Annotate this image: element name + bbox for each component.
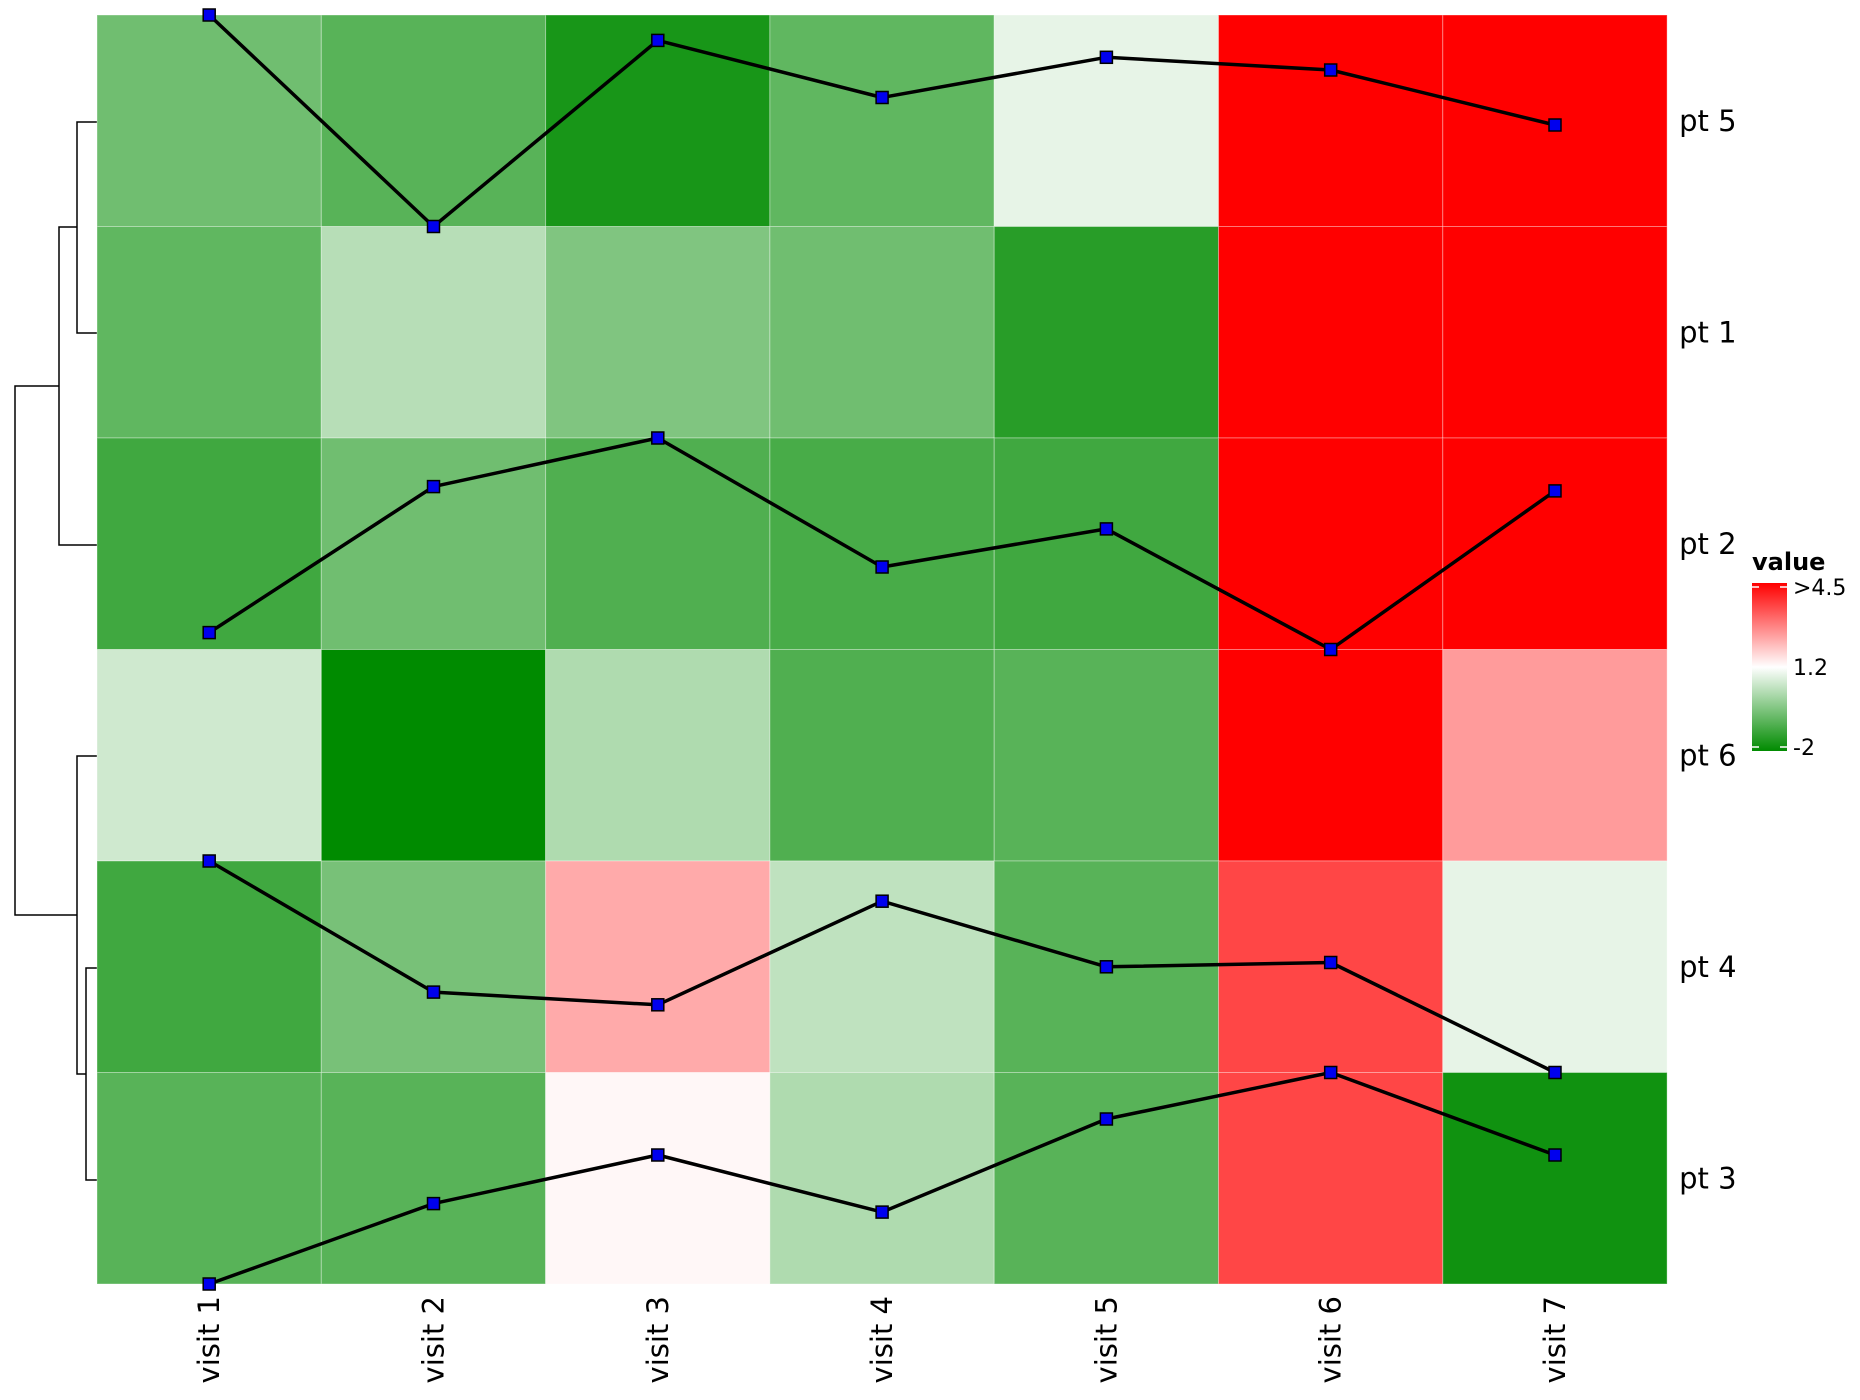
heatmap-cell bbox=[769, 437, 995, 650]
row-line-point bbox=[1548, 484, 1562, 498]
row-line-point bbox=[875, 1205, 889, 1219]
row-line-point bbox=[1323, 955, 1338, 970]
row-line-point bbox=[1548, 1148, 1562, 1162]
heatmap-cell bbox=[96, 437, 322, 650]
heatmap-cell bbox=[993, 14, 1220, 227]
legend-tick-label: >4.5 bbox=[1793, 576, 1846, 601]
row-line-point bbox=[1099, 50, 1114, 65]
heatmap-cell bbox=[1442, 649, 1668, 862]
heatmap-cell bbox=[769, 226, 995, 439]
row-line-point bbox=[1323, 642, 1338, 657]
dendrogram-branch bbox=[85, 967, 97, 1181]
row-label: pt 6 bbox=[1679, 738, 1736, 772]
heatmap-cell bbox=[1218, 437, 1444, 650]
row-line-point bbox=[202, 625, 216, 640]
heatmap-cell bbox=[1218, 1072, 1444, 1285]
heatmap-cell bbox=[96, 226, 322, 439]
row-line-point bbox=[202, 8, 216, 22]
legend-tick-label: -2 bbox=[1793, 736, 1815, 761]
heatmap-cell bbox=[993, 1072, 1220, 1285]
column-label: visit 3 bbox=[641, 1296, 675, 1383]
heatmap-cell bbox=[545, 1072, 771, 1285]
heatmap-cell bbox=[545, 860, 771, 1073]
heatmap-cell bbox=[1442, 226, 1668, 439]
heatmap-cell bbox=[96, 1072, 322, 1285]
row-line-point bbox=[651, 431, 665, 445]
row-label: pt 5 bbox=[1679, 104, 1736, 138]
heatmap-cell bbox=[1442, 1072, 1668, 1285]
row-line-point bbox=[1323, 1065, 1338, 1080]
row-line-point bbox=[1548, 1065, 1562, 1080]
column-label: visit 7 bbox=[1538, 1296, 1572, 1383]
dendrogram-branch bbox=[14, 385, 77, 916]
heatmap-cell bbox=[1218, 226, 1444, 439]
heatmap-cell bbox=[545, 437, 771, 650]
heatmap-cell bbox=[769, 649, 995, 862]
row-line-point bbox=[1099, 522, 1114, 536]
row-line-point bbox=[875, 894, 889, 908]
dendrogram-branch bbox=[58, 226, 97, 546]
row-label: pt 3 bbox=[1679, 1161, 1736, 1195]
heatmap-cell bbox=[545, 649, 771, 862]
column-label: visit 2 bbox=[416, 1296, 450, 1383]
color-legend: value >4.5 1.2 -2 bbox=[1752, 548, 1846, 761]
row-line-point bbox=[202, 854, 216, 868]
column-label: visit 6 bbox=[1314, 1296, 1348, 1383]
row-line-point bbox=[651, 998, 665, 1012]
row-line-point bbox=[1099, 1112, 1114, 1126]
column-label: visit 4 bbox=[865, 1296, 899, 1383]
heatmap-cell bbox=[320, 14, 547, 227]
column-label: visit 1 bbox=[192, 1296, 226, 1383]
heatmap-cell bbox=[320, 226, 547, 439]
row-label: pt 1 bbox=[1679, 315, 1736, 349]
heatmap-cell bbox=[769, 14, 995, 227]
heatmap-cell bbox=[1218, 649, 1444, 862]
dendrogram-branch bbox=[76, 755, 97, 1075]
legend-ticks: >4.5 1.2 -2 bbox=[1752, 576, 1846, 761]
heatmap-cell bbox=[320, 437, 547, 650]
row-line-point bbox=[651, 1148, 665, 1162]
heatmap-cell bbox=[320, 1072, 547, 1285]
heatmap-cell bbox=[545, 226, 771, 439]
heatmap-cell bbox=[993, 437, 1220, 650]
row-line-point bbox=[1323, 63, 1338, 77]
row-dendrogram bbox=[14, 121, 97, 1181]
heatmap-cell bbox=[96, 860, 322, 1073]
heatmap-cell bbox=[1218, 14, 1444, 227]
column-label: visit 5 bbox=[1089, 1296, 1123, 1383]
row-line-point bbox=[1099, 960, 1114, 974]
heatmap-cell bbox=[769, 860, 995, 1073]
row-label: pt 2 bbox=[1679, 527, 1736, 561]
row-label: pt 4 bbox=[1679, 950, 1736, 984]
row-line-point bbox=[875, 90, 889, 105]
heatmap-cell bbox=[993, 226, 1220, 439]
row-labels: pt 5 pt 1 pt 2 pt 6 pt 4 pt 3 bbox=[1679, 104, 1736, 1196]
dendrogram-branch bbox=[76, 121, 97, 334]
legend-title: value bbox=[1752, 548, 1825, 576]
row-line-point bbox=[202, 1277, 216, 1291]
heatmap-cell bbox=[320, 649, 547, 862]
row-line-point bbox=[1548, 118, 1562, 132]
legend-tick-label: 1.2 bbox=[1793, 656, 1828, 681]
row-line-point bbox=[426, 219, 441, 234]
heatmap-cell bbox=[993, 649, 1220, 862]
heatmap-cell bbox=[1442, 437, 1668, 650]
row-line-point bbox=[426, 985, 441, 999]
heatmap-cell bbox=[769, 1072, 995, 1285]
row-line-overlays bbox=[202, 8, 1562, 1291]
heatmap-cell bbox=[96, 649, 322, 862]
row-line-point bbox=[875, 560, 889, 574]
heatmap-cell bbox=[1442, 860, 1668, 1073]
heatmap-cells bbox=[96, 14, 1668, 1285]
row-line-point bbox=[426, 1196, 441, 1211]
row-line-point bbox=[651, 33, 665, 48]
row-line-point bbox=[426, 479, 441, 494]
heatmap-cell bbox=[96, 14, 322, 227]
heatmap-cell bbox=[320, 860, 547, 1073]
column-labels: visit 1 visit 2 visit 3 visit 4 visit 5 visit… bbox=[192, 1296, 1572, 1383]
heatmap-cell bbox=[545, 14, 771, 227]
